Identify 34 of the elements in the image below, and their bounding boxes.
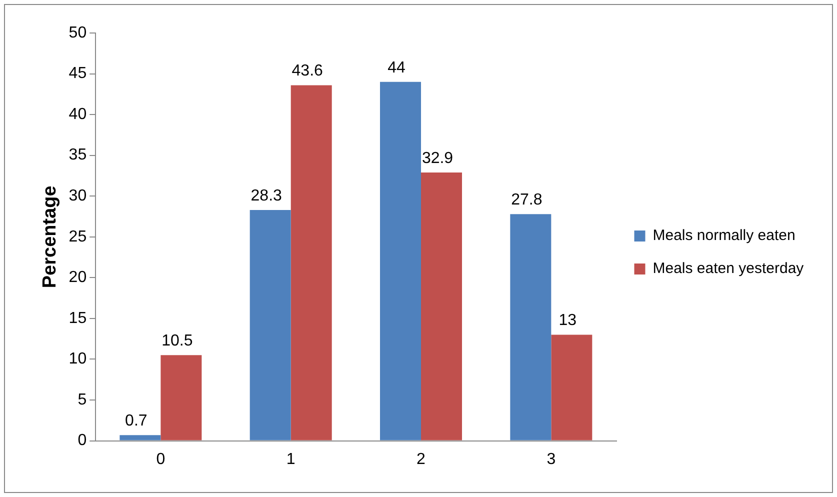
bar xyxy=(421,172,462,440)
data-label: 28.3 xyxy=(250,187,282,204)
bar xyxy=(510,214,552,440)
legend-label: Meals eaten yesterday xyxy=(652,260,804,278)
bar xyxy=(290,85,332,440)
x-tick-label: 2 xyxy=(416,450,426,468)
y-tick-label: 0 xyxy=(78,432,87,450)
y-tick-label: 30 xyxy=(68,188,87,205)
data-label: 0.7 xyxy=(125,412,148,430)
x-tick-label: 0 xyxy=(156,450,166,468)
y-tick-label: 45 xyxy=(68,65,87,82)
x-tick-label: 1 xyxy=(286,450,296,468)
y-tick-label: 40 xyxy=(68,106,87,123)
y-tick-label: 50 xyxy=(68,24,87,42)
y-tick-label: 20 xyxy=(68,269,87,286)
x-tick-label: 3 xyxy=(546,450,556,468)
y-axis-title: Percentage xyxy=(40,186,61,288)
y-tick-label: 35 xyxy=(68,146,87,164)
legend-label: Meals normally eaten xyxy=(652,227,796,244)
bar xyxy=(160,355,202,440)
bar xyxy=(380,82,422,440)
data-label: 27.8 xyxy=(511,191,542,208)
data-label: 13 xyxy=(558,312,577,330)
data-label: 44 xyxy=(388,59,406,76)
y-tick-label: 15 xyxy=(68,310,87,327)
bar xyxy=(551,334,592,440)
data-label: 10.5 xyxy=(162,332,193,350)
y-tick-label: 10 xyxy=(68,350,87,368)
data-label: 32.9 xyxy=(422,150,454,167)
bar xyxy=(120,435,161,440)
bar xyxy=(250,210,291,440)
y-tick-label: 5 xyxy=(78,391,87,408)
y-tick-label: 25 xyxy=(68,228,87,246)
data-label: 43.6 xyxy=(292,62,324,80)
